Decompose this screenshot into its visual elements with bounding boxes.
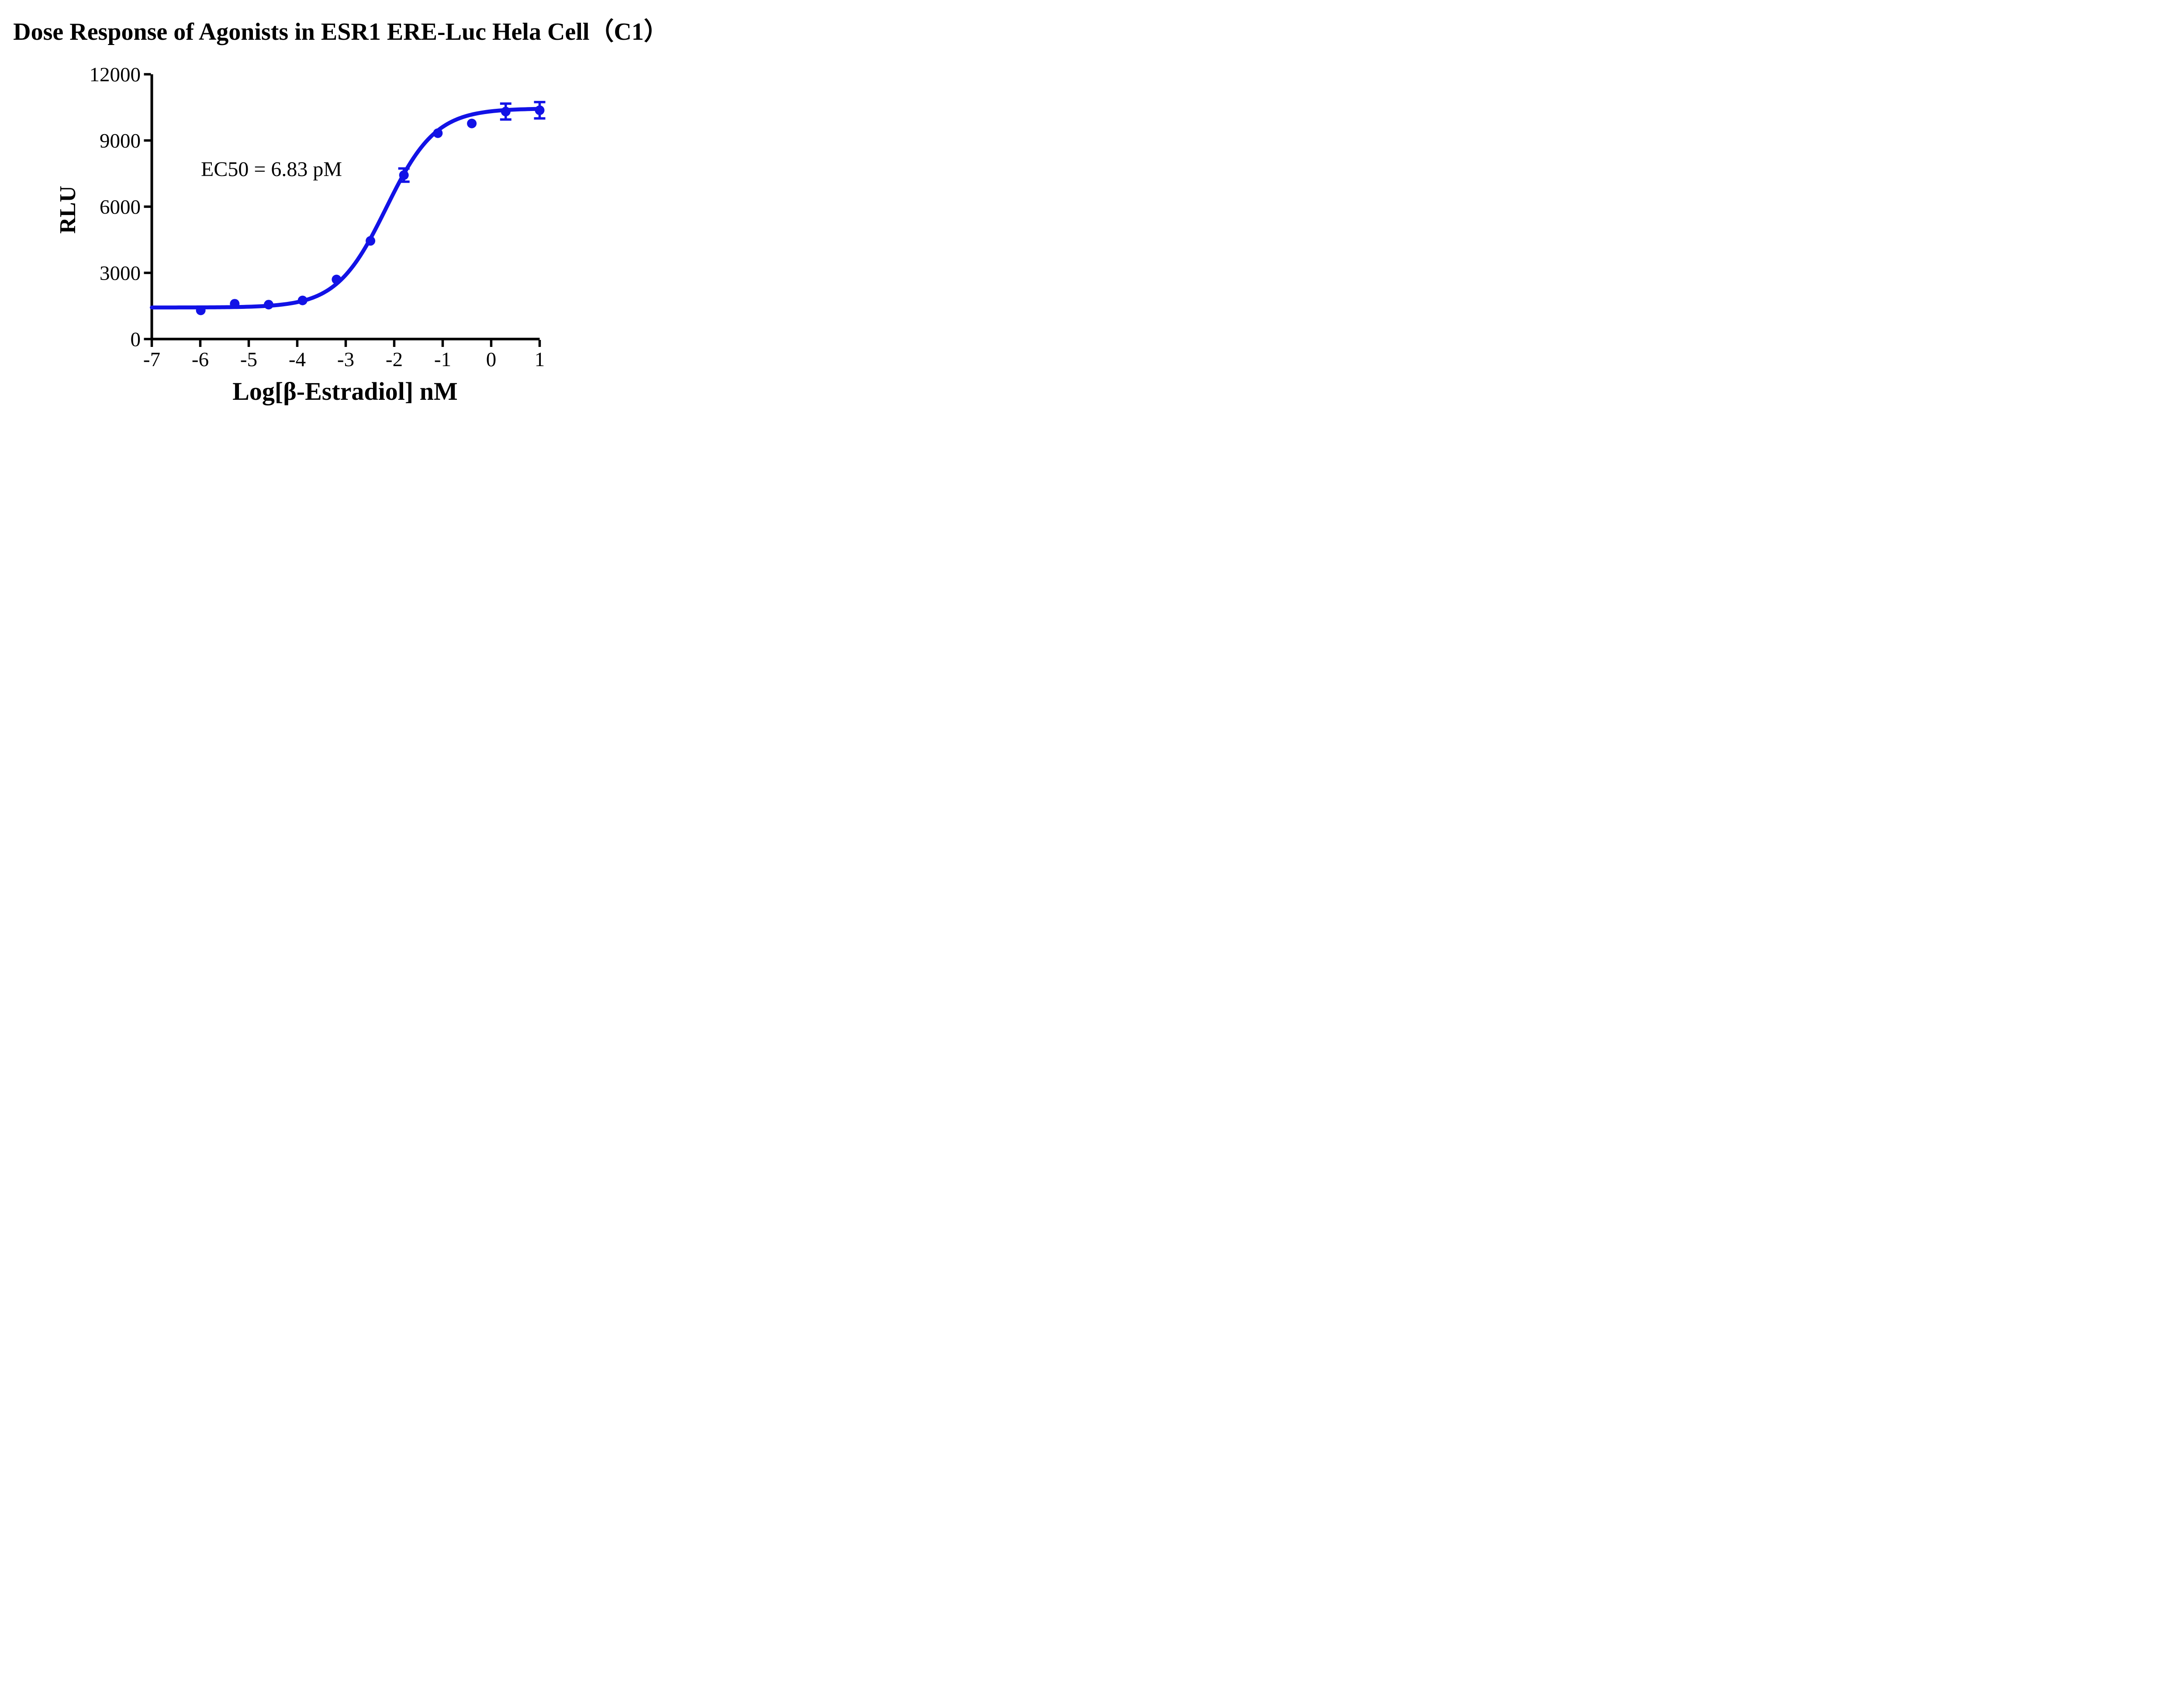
x-axis-title: Log[β-Estradiol] nM xyxy=(232,377,458,405)
fit-curve xyxy=(150,107,542,310)
data-point xyxy=(399,170,409,180)
data-point xyxy=(535,105,545,115)
data-point xyxy=(230,299,240,309)
data-point xyxy=(332,274,342,284)
data-point xyxy=(264,300,274,310)
y-tick-label: 6000 xyxy=(100,196,141,218)
x-tick-label: 0 xyxy=(486,348,497,371)
y-tick-label: 0 xyxy=(131,328,141,351)
data-point xyxy=(366,236,376,246)
data-point xyxy=(433,128,443,138)
x-tick-label: 1 xyxy=(535,348,545,371)
dose-response-chart: Dose Response of Agonists in ESR1 ERE-Lu… xyxy=(13,18,668,405)
x-tick-label: -5 xyxy=(240,348,257,371)
y-axis-title: RLU xyxy=(55,186,80,234)
data-point xyxy=(196,305,206,315)
axes: 0 3000 6000 9000 12000 -7 -6 -5 -4 -3 -2 -1 0 1 xyxy=(90,63,545,371)
ec50-annotation: EC50 = 6.83 pM xyxy=(201,158,342,181)
data-point xyxy=(297,295,308,305)
y-tick-label: 3000 xyxy=(100,262,141,285)
plot-series xyxy=(150,100,546,315)
data-point xyxy=(467,118,477,128)
chart-figure: Dose Response of Agonists in ESR1 ERE-Lu… xyxy=(0,0,690,421)
y-tick-label: 9000 xyxy=(100,130,141,152)
chart-title: Dose Response of Agonists in ESR1 ERE-Lu… xyxy=(13,18,668,45)
x-tick-label: -3 xyxy=(337,348,354,371)
data-point xyxy=(501,107,511,117)
y-tick-label: 12000 xyxy=(90,63,141,86)
x-tick-label: -2 xyxy=(386,348,403,371)
x-tick-label: -7 xyxy=(143,348,160,371)
x-tick-label: -6 xyxy=(192,348,209,371)
x-tick-label: -4 xyxy=(289,348,306,371)
x-tick-label: -1 xyxy=(434,348,451,371)
